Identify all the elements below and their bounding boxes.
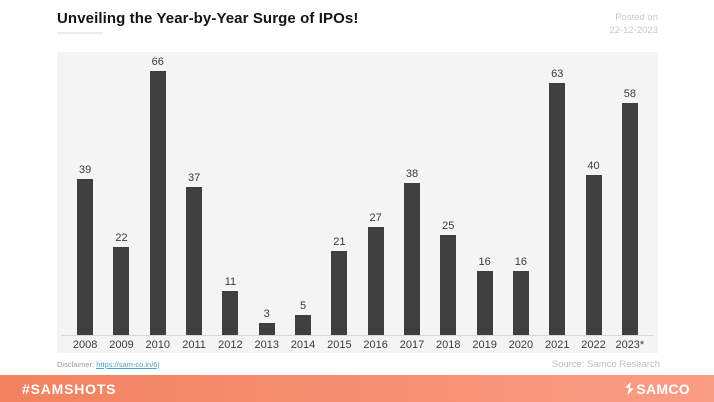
year-label: 2009 bbox=[109, 338, 134, 351]
bar bbox=[440, 235, 457, 335]
year-label: 2017 bbox=[399, 338, 425, 351]
bar bbox=[186, 187, 203, 335]
disclaimer: Disclaimer: https://sam-co.in/6j bbox=[57, 360, 159, 369]
bar bbox=[258, 323, 275, 335]
bar bbox=[512, 271, 529, 335]
bar-column-2011: 37 bbox=[176, 172, 212, 335]
bar-column-2022: 40 bbox=[575, 160, 611, 335]
value-label: 3 bbox=[263, 308, 270, 320]
posted-on-label: Posted on bbox=[615, 12, 658, 23]
value-label: 40 bbox=[587, 160, 600, 172]
value-label: 27 bbox=[369, 212, 382, 224]
year-label: 2013 bbox=[254, 338, 279, 351]
value-label: 63 bbox=[551, 68, 564, 80]
year-label: 2018 bbox=[436, 338, 461, 351]
disclaimer-link[interactable]: https://sam-co.in/6j bbox=[96, 360, 160, 369]
year-label: 2021 bbox=[544, 338, 570, 351]
bar bbox=[403, 183, 420, 335]
value-label: 39 bbox=[79, 164, 92, 176]
year-label: 2022 bbox=[581, 338, 606, 351]
page-title: Unveiling the Year-by-Year Surge of IPOs… bbox=[57, 10, 359, 27]
header: Unveiling the Year-by-Year Surge of IPOs… bbox=[57, 10, 658, 38]
year-label: 2014 bbox=[290, 338, 316, 351]
x-axis-labels: 2008 2009 2010 2011 2012 2013 2014 2015 2016 2017… bbox=[57, 336, 658, 353]
bar-column-2021: 63 bbox=[539, 68, 575, 335]
bar bbox=[113, 247, 130, 335]
bar-column-2013: 3 bbox=[249, 308, 285, 335]
posted-on-value: 22-12-2023 bbox=[609, 24, 658, 36]
source-credit: Source: Samco Research bbox=[551, 359, 660, 370]
year-label: 2008 bbox=[72, 338, 98, 351]
bar-column-2010: 66 bbox=[140, 56, 176, 335]
bar-column-2023*: 58 bbox=[612, 88, 648, 335]
bar-column-2014: 5 bbox=[285, 300, 321, 335]
year-label: 2012 bbox=[218, 338, 243, 351]
samco-logo-text: SAMCO bbox=[636, 380, 690, 397]
bar bbox=[367, 227, 384, 335]
bar-column-2009: 22 bbox=[103, 232, 139, 335]
bar bbox=[149, 71, 166, 335]
bar-column-2018: 25 bbox=[430, 220, 466, 335]
value-label: 11 bbox=[224, 276, 237, 288]
bar-column-2015: 21 bbox=[321, 236, 357, 335]
bar-column-2020: 16 bbox=[503, 256, 539, 335]
value-label: 58 bbox=[623, 88, 636, 100]
bar bbox=[621, 103, 638, 335]
year-label: 2019 bbox=[472, 338, 497, 351]
year-label: 2016 bbox=[363, 338, 388, 351]
year-label: 2015 bbox=[327, 338, 352, 351]
bar-column-2016: 27 bbox=[358, 212, 394, 335]
title-underline bbox=[57, 32, 103, 34]
posted-on-date: Posted on 22-12-2023 bbox=[609, 12, 658, 38]
bar-column-2019: 16 bbox=[466, 256, 502, 335]
value-label: 5 bbox=[299, 300, 307, 312]
disclaimer-label: Disclaimer: bbox=[57, 360, 95, 369]
year-label: 2023* bbox=[615, 338, 645, 351]
bar bbox=[585, 175, 602, 335]
footnotes: Disclaimer: https://sam-co.in/6j Source:… bbox=[57, 359, 660, 370]
samco-logo: SAMCO bbox=[624, 381, 690, 397]
year-label: 2010 bbox=[145, 338, 171, 351]
year-label: 2011 bbox=[182, 338, 206, 351]
value-label: 22 bbox=[115, 232, 128, 244]
samco-bolt-icon bbox=[625, 382, 635, 395]
ipo-bar-chart: 39 22 66 37 11 3 5 21 27 38 25 16 16 63 40 58 2008 2009 2… bbox=[57, 52, 658, 353]
value-label: 16 bbox=[514, 256, 528, 268]
value-label: 38 bbox=[405, 168, 419, 180]
bar bbox=[549, 83, 566, 335]
samshots-hashtag: #SAMSHOTS bbox=[22, 380, 117, 397]
bar bbox=[476, 271, 493, 335]
x-axis-line bbox=[61, 335, 654, 336]
bar-column-2017: 38 bbox=[394, 168, 430, 335]
bar-column-2008: 39 bbox=[67, 164, 103, 335]
value-label: 66 bbox=[151, 56, 164, 68]
bar bbox=[222, 291, 239, 335]
bar bbox=[295, 315, 312, 335]
bar bbox=[331, 251, 348, 335]
value-label: 25 bbox=[442, 220, 455, 232]
year-label: 2020 bbox=[508, 338, 534, 351]
value-label: 21 bbox=[333, 236, 346, 248]
bar-column-2012: 11 bbox=[212, 276, 248, 335]
footer-brand-bar: #SAMSHOTS SAMCO bbox=[0, 375, 714, 402]
bar bbox=[77, 179, 94, 335]
plot-area: 39 22 66 37 11 3 5 21 27 38 25 16 16 63 40 58 bbox=[57, 52, 658, 335]
title-block: Unveiling the Year-by-Year Surge of IPOs… bbox=[57, 10, 358, 34]
value-label: 16 bbox=[478, 256, 491, 268]
value-label: 37 bbox=[187, 172, 201, 184]
